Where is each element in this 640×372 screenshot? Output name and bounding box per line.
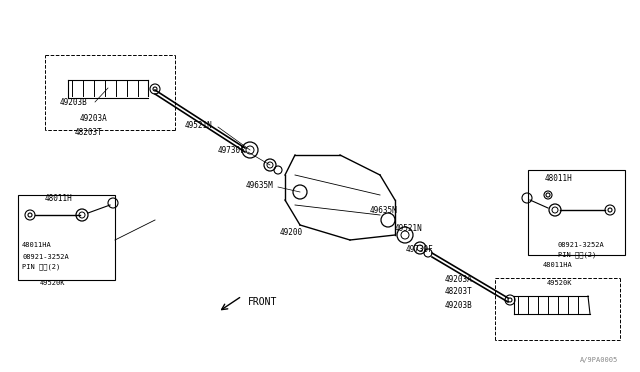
Text: 48203T: 48203T bbox=[75, 128, 103, 137]
Text: 48011H: 48011H bbox=[545, 173, 573, 183]
Text: 49203A: 49203A bbox=[445, 276, 473, 285]
Text: 49521N: 49521N bbox=[395, 224, 423, 232]
Text: 49521N: 49521N bbox=[185, 121, 212, 129]
Text: 49635M: 49635M bbox=[246, 180, 274, 189]
Text: 49203B: 49203B bbox=[60, 97, 88, 106]
Text: 08921-3252A: 08921-3252A bbox=[558, 242, 605, 248]
Text: 48011HA: 48011HA bbox=[22, 242, 52, 248]
Text: 49520K: 49520K bbox=[40, 280, 65, 286]
Text: 49730F: 49730F bbox=[218, 145, 246, 154]
Text: FRONT: FRONT bbox=[248, 297, 277, 307]
Text: A/9PA0005: A/9PA0005 bbox=[580, 357, 618, 363]
Text: 49520K: 49520K bbox=[547, 280, 572, 286]
Text: 48203T: 48203T bbox=[445, 288, 473, 296]
Text: PIN ビン(2): PIN ビン(2) bbox=[22, 264, 60, 270]
Text: 08921-3252A: 08921-3252A bbox=[22, 254, 68, 260]
Text: 49200: 49200 bbox=[280, 228, 303, 237]
Text: 49203B: 49203B bbox=[445, 301, 473, 310]
Text: 48011H: 48011H bbox=[45, 193, 73, 202]
Text: 49635M: 49635M bbox=[370, 205, 397, 215]
Bar bbox=[18, 195, 115, 280]
Text: 49730F: 49730F bbox=[406, 246, 434, 254]
Text: 49203A: 49203A bbox=[80, 113, 108, 122]
Text: 48011HA: 48011HA bbox=[542, 262, 572, 268]
Bar bbox=[528, 170, 625, 255]
Text: PIN ビン(2): PIN ビン(2) bbox=[558, 252, 596, 258]
